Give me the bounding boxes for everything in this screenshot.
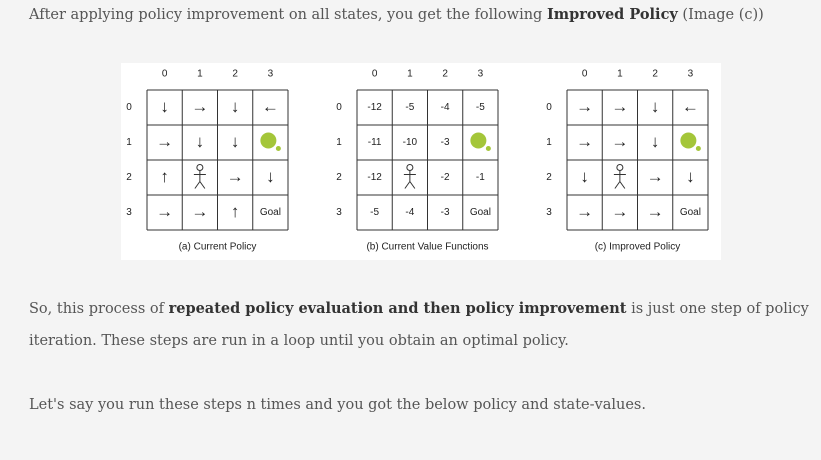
policy-arrow: ↓ xyxy=(266,167,275,186)
row-label: 2 xyxy=(546,172,552,183)
cell-text: -3 xyxy=(441,207,450,218)
policy-arrow: ↓ xyxy=(651,132,660,151)
row-label: 0 xyxy=(546,102,552,113)
row-label: 3 xyxy=(126,207,132,218)
column-label: 1 xyxy=(407,69,413,80)
text: So, this process of xyxy=(29,301,169,317)
policy-arrow: ↓ xyxy=(686,167,695,186)
column-label: 3 xyxy=(268,69,274,80)
cell-text: -5 xyxy=(405,102,414,113)
policy-arrow: → xyxy=(647,167,664,186)
paragraph: Let's say you run these steps n times an… xyxy=(29,389,809,421)
person-icon xyxy=(613,170,626,189)
person-icon xyxy=(403,170,416,189)
text: is just one step of policy iteration. Th… xyxy=(29,301,809,349)
cell-text: -10 xyxy=(403,137,418,148)
policy-arrow: → xyxy=(576,97,593,116)
policy-arrow: → xyxy=(227,167,244,186)
cell-text: Goal xyxy=(260,207,281,218)
policy-arrow: → xyxy=(611,132,628,151)
column-label: 1 xyxy=(617,69,623,80)
policy-arrow: → xyxy=(156,132,173,151)
policy-arrow: → xyxy=(611,97,628,116)
row-label: 3 xyxy=(546,207,552,218)
policy-arrow: → xyxy=(576,202,593,221)
tree-icon xyxy=(260,132,277,149)
policy-arrow: → xyxy=(156,202,173,221)
bold-text: repeated policy evaluation and then poli… xyxy=(168,300,627,317)
caption: (c) Improved Policy xyxy=(595,242,681,253)
policy-arrow: → xyxy=(611,202,628,221)
policy-arrow: ↑ xyxy=(160,167,169,186)
tree-icon xyxy=(680,132,697,149)
row-label: 1 xyxy=(336,137,342,148)
policy-arrow: → xyxy=(191,202,208,221)
cell-text: -5 xyxy=(476,102,485,113)
cell-text: Goal xyxy=(680,207,701,218)
cell-text: -4 xyxy=(405,207,414,218)
row-label: 3 xyxy=(336,207,342,218)
cell-text: -3 xyxy=(441,137,450,148)
text: Let's say you run these steps n times an… xyxy=(29,397,646,413)
caption: (b) Current Value Functions xyxy=(366,242,488,253)
text: After applying policy improvement on all… xyxy=(29,7,547,23)
policy-arrow: ↓ xyxy=(231,132,240,151)
tree-icon xyxy=(275,146,281,151)
column-label: 0 xyxy=(582,69,588,80)
column-label: 2 xyxy=(232,69,238,80)
column-label: 0 xyxy=(162,69,168,80)
cell-text: -12 xyxy=(367,102,382,113)
tree-icon xyxy=(470,132,487,149)
cell-text: -11 xyxy=(368,137,382,148)
column-label: 2 xyxy=(652,69,658,80)
tree-icon xyxy=(485,146,491,151)
row-label: 0 xyxy=(336,102,342,113)
policy-arrow: ← xyxy=(682,97,699,116)
row-label: 1 xyxy=(126,137,132,148)
column-label: 2 xyxy=(442,69,448,80)
policy-arrow: ↓ xyxy=(160,97,169,116)
text: (Image (c)) xyxy=(677,7,764,23)
policy-arrow: → xyxy=(647,202,664,221)
caption: (a) Current Policy xyxy=(179,242,257,253)
tree-icon xyxy=(695,146,701,151)
figure: 0 1 2 3 0 1 2 3 ↓ → ↓ ← → ↓ ↓ ↑ → ↓ → → ↑ Goal (a) Current Pol… xyxy=(121,63,721,260)
column-label: 0 xyxy=(372,69,378,80)
paragraph: So, this process of repeated policy eval… xyxy=(29,293,809,357)
policy-arrow: ↑ xyxy=(231,202,240,221)
cell-text: -5 xyxy=(370,207,379,218)
policy-arrow: ↓ xyxy=(580,167,589,186)
policy-arrow: ↓ xyxy=(651,97,660,116)
policy-arrow: ↓ xyxy=(196,132,205,151)
cell-text: -2 xyxy=(441,172,450,183)
row-label: 1 xyxy=(546,137,552,148)
bold-text: Improved Policy xyxy=(546,6,678,23)
row-label: 2 xyxy=(336,172,342,183)
policy-arrow: ↓ xyxy=(231,97,240,116)
cell-text: Goal xyxy=(470,207,491,218)
policy-arrow: ← xyxy=(262,97,279,116)
column-label: 1 xyxy=(197,69,203,80)
policy-arrow: → xyxy=(576,132,593,151)
cell-text: -4 xyxy=(441,102,450,113)
figure-background xyxy=(121,63,721,260)
row-label: 2 xyxy=(126,172,132,183)
policy-arrow: → xyxy=(191,97,208,116)
cell-text: -1 xyxy=(476,172,485,183)
column-label: 3 xyxy=(688,69,694,80)
person-icon xyxy=(193,170,206,189)
column-label: 3 xyxy=(478,69,484,80)
intro: After applying policy improvement on all… xyxy=(29,0,809,31)
row-label: 0 xyxy=(126,102,132,113)
cell-text: -12 xyxy=(367,172,382,183)
